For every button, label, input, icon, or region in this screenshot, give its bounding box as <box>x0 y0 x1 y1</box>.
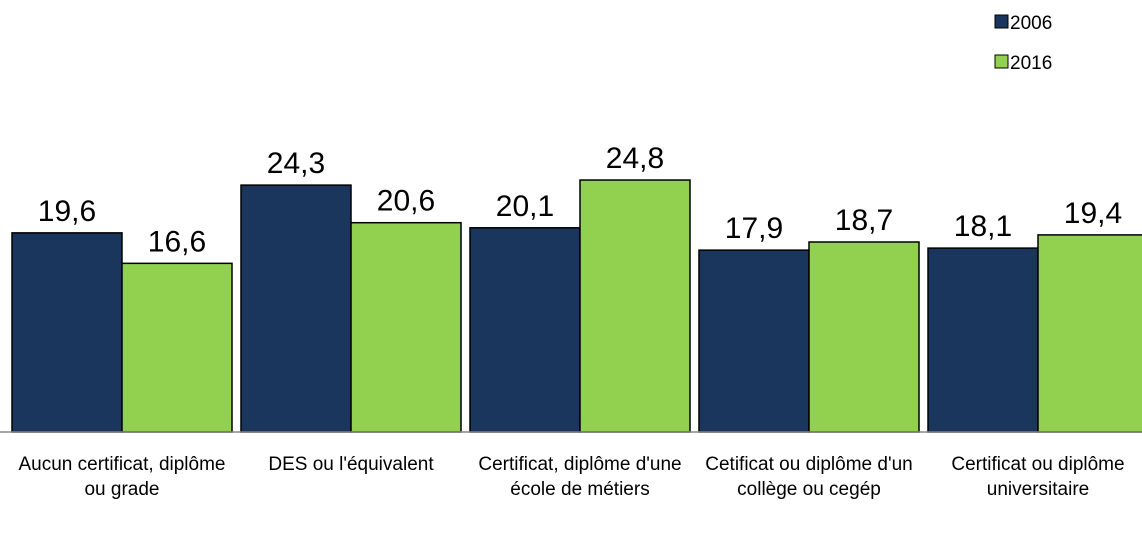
bar <box>121 262 233 433</box>
x-tick-label: Cetificat ou diplôme d'un collège ou ceg… <box>705 454 913 500</box>
data-label: 18,1 <box>954 210 1012 243</box>
data-label: 16,6 <box>148 225 206 258</box>
legend-swatch <box>994 14 1009 29</box>
data-label: 20,1 <box>496 190 554 223</box>
data-label: 18,7 <box>835 204 893 237</box>
data-label: 24,8 <box>606 142 664 175</box>
bar <box>1037 234 1142 433</box>
data-label: 19,6 <box>38 195 96 228</box>
bar <box>579 179 691 433</box>
legend-label: 2006 <box>1010 13 1052 34</box>
legend-swatch <box>994 54 1009 69</box>
data-label: 17,9 <box>725 212 783 245</box>
x-tick-label: Certificat, diplôme d'une école de métie… <box>478 454 682 500</box>
x-tick-label: Aucun certificat, diplôme ou grade <box>18 454 226 500</box>
legend-label: 2016 <box>1010 53 1052 74</box>
x-tick-label: Certificat ou diplôme universitaire <box>951 454 1125 500</box>
bar <box>469 227 581 433</box>
bar <box>11 232 123 433</box>
data-label: 24,3 <box>267 147 325 180</box>
bar <box>808 241 920 433</box>
bar <box>240 184 352 433</box>
bar <box>698 249 810 433</box>
data-label: 19,4 <box>1064 197 1122 230</box>
x-tick-label: DES ou l'équivalent <box>268 454 434 475</box>
data-label: 20,6 <box>377 185 435 218</box>
bar <box>350 221 462 433</box>
bar <box>927 247 1039 433</box>
